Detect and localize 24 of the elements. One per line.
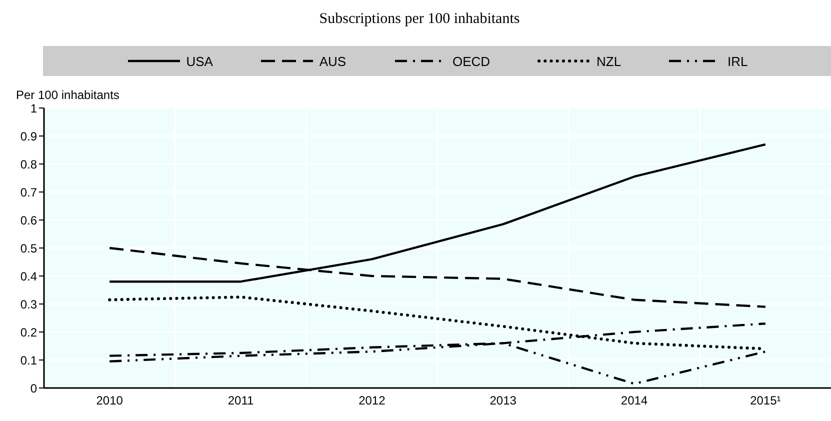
y-tick-label: 0.4 — [20, 269, 38, 284]
y-tick-label: 0.7 — [20, 185, 38, 200]
y-tick-label: 0.2 — [20, 325, 38, 340]
y-tick-label: 0.1 — [20, 353, 38, 368]
x-tick-label: 2012 — [358, 394, 386, 408]
x-tick-label: 2014 — [620, 394, 648, 408]
y-tick-label: 0.8 — [20, 157, 38, 172]
y-tick-label: 0 — [30, 381, 38, 396]
legend-label: OECD — [452, 54, 490, 68]
y-axis-title: Per 100 inhabitants — [15, 88, 120, 102]
legend-label: NZL — [596, 54, 622, 68]
y-tick-label: 0.3 — [20, 297, 38, 312]
y-tick-label: 0.6 — [20, 213, 38, 228]
x-tick-label: 2015¹ — [750, 394, 781, 408]
x-tick-label: 2013 — [490, 394, 517, 408]
legend-label: AUS — [319, 54, 346, 68]
x-tick-label: 2011 — [228, 394, 254, 408]
legend-label: IRL — [727, 54, 748, 68]
y-tick-label: 0.9 — [20, 129, 38, 144]
legend-label: USA — [186, 54, 213, 68]
y-tick-label: 1 — [30, 101, 38, 116]
chart-title: Subscriptions per 100 inhabitants — [318, 10, 521, 29]
x-tick-label: 2010 — [96, 394, 124, 408]
y-tick-label: 0.5 — [20, 241, 38, 256]
